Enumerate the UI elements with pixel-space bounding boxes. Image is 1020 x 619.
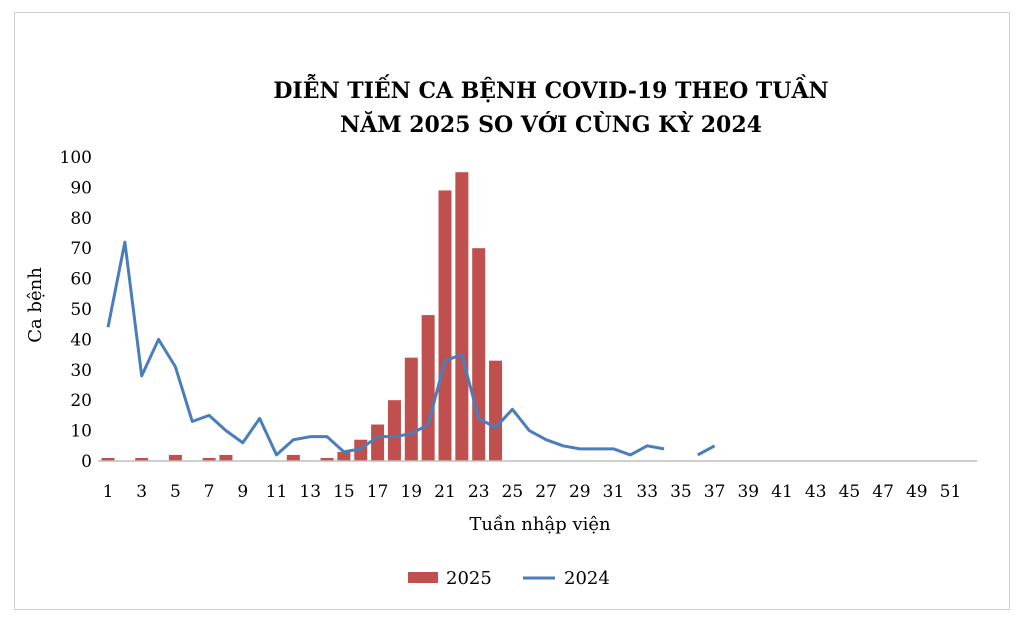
line-2024 [106, 240, 716, 457]
x-tick-label: 3 [136, 482, 147, 502]
legend: 2025 2024 [408, 568, 610, 589]
legend-label-2024: 2024 [564, 568, 610, 589]
x-tick-label: 21 [434, 482, 456, 502]
y-axis-ticks: 0 10 20 30 40 50 60 70 80 90 100 [60, 148, 92, 472]
bar-2025 [320, 457, 334, 461]
x-tick-label: 15 [333, 482, 355, 502]
y-tick-label: 50 [70, 300, 92, 320]
bar-2025 [404, 357, 418, 461]
chart-frame [14, 12, 1010, 610]
y-tick-label: 20 [70, 391, 92, 411]
x-tick-label: 27 [535, 482, 557, 502]
x-tick-label: 37 [704, 482, 726, 502]
x-tick-label: 39 [737, 482, 759, 502]
line-2024-segment [697, 444, 716, 457]
x-axis-label: Tuần nhập viện [469, 514, 611, 535]
y-tick-label: 10 [70, 422, 92, 442]
y-tick-label: 80 [70, 209, 92, 229]
bar-2025 [438, 190, 452, 461]
x-tick-label: 31 [603, 482, 625, 502]
x-tick-label: 7 [204, 482, 215, 502]
bar-2025 [337, 451, 351, 461]
y-axis-label: Ca bệnh [25, 267, 46, 343]
legend-label-2025: 2025 [446, 568, 492, 589]
y-tick-label: 0 [81, 452, 92, 472]
x-tick-label: 19 [400, 482, 422, 502]
x-tick-label: 41 [771, 482, 793, 502]
bar-2025 [489, 360, 503, 461]
y-tick-label: 30 [70, 361, 92, 381]
x-tick-label: 9 [237, 482, 248, 502]
x-tick-label: 5 [170, 482, 181, 502]
bar-2025 [168, 454, 182, 461]
legend-swatch-2025 [408, 572, 438, 583]
x-tick-label: 23 [468, 482, 490, 502]
x-tick-label: 17 [367, 482, 389, 502]
bar-2025 [101, 457, 115, 461]
y-tick-label: 70 [70, 239, 92, 259]
x-axis-ticks: 1 3 5 7 9 11 13 15 17 19 21 23 25 27 29 31 33 35 37 39 41 43 4… [103, 482, 962, 502]
bar-2025 [455, 172, 469, 461]
x-tick-label: 51 [940, 482, 962, 502]
bar-2025 [387, 400, 401, 461]
bar-2025 [421, 315, 435, 461]
bar-2025 [371, 424, 385, 461]
x-tick-label: 29 [569, 482, 591, 502]
chart-title-line1: DIỄN TIẾN CA BỆNH COVID-19 THEO TUẦN [273, 73, 828, 104]
bars-2025 [101, 172, 503, 461]
y-tick-label: 60 [70, 270, 92, 290]
x-tick-label: 11 [266, 482, 288, 502]
bar-2025 [472, 248, 486, 461]
x-tick-label: 25 [502, 482, 524, 502]
bar-2025 [286, 454, 300, 461]
x-tick-label: 49 [906, 482, 928, 502]
bar-2025 [135, 457, 149, 461]
x-tick-label: 33 [636, 482, 658, 502]
y-tick-label: 100 [60, 148, 92, 168]
x-tick-label: 35 [670, 482, 692, 502]
y-tick-label: 40 [70, 330, 92, 350]
x-tick-label: 43 [805, 482, 827, 502]
x-tick-label: 45 [839, 482, 861, 502]
bar-2025 [219, 454, 233, 461]
line-2024-segment [106, 240, 665, 457]
x-tick-label: 1 [103, 482, 114, 502]
chart-title-line2: NĂM 2025 SO VỚI CÙNG KỲ 2024 [340, 111, 762, 138]
y-tick-label: 90 [70, 178, 92, 198]
x-tick-label: 47 [872, 482, 894, 502]
x-tick-label: 13 [299, 482, 321, 502]
bar-2025 [202, 457, 216, 461]
